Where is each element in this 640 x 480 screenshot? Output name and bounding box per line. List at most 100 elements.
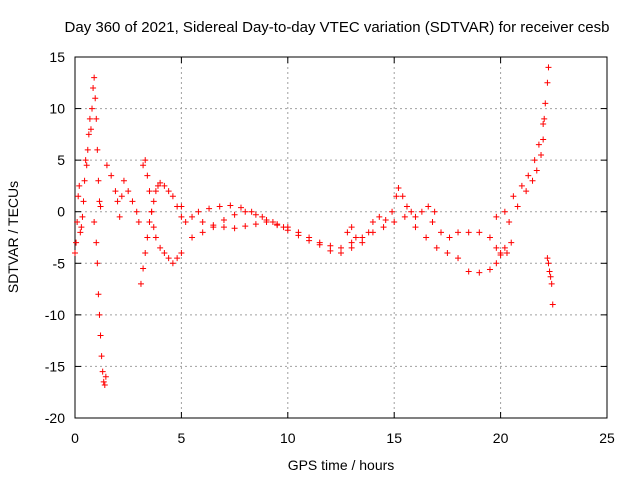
data-point <box>444 249 451 256</box>
data-point <box>418 208 425 215</box>
data-point <box>79 213 86 220</box>
data-point <box>216 203 223 210</box>
data-point <box>399 193 406 200</box>
data-point <box>429 219 436 226</box>
data-point <box>144 172 151 179</box>
series-valley-j <box>465 239 515 276</box>
data-point <box>76 182 83 189</box>
data-point <box>393 193 400 200</box>
data-point <box>544 255 551 262</box>
data-point <box>425 203 432 210</box>
data-point <box>493 213 500 220</box>
data-point <box>412 224 419 231</box>
data-point <box>206 205 213 212</box>
data-point <box>150 224 157 231</box>
series-bump-d <box>140 157 185 267</box>
data-point <box>210 224 217 231</box>
series-rise-l <box>506 115 548 226</box>
data-point <box>280 224 287 231</box>
data-point <box>544 79 551 86</box>
data-point <box>242 223 249 230</box>
data-point <box>72 249 78 256</box>
data-point <box>189 213 196 220</box>
data-point <box>446 234 453 241</box>
data-point <box>546 268 553 275</box>
data-point <box>189 234 196 241</box>
data-point <box>540 121 547 128</box>
data-point <box>199 229 206 236</box>
plot-frame <box>74 56 608 419</box>
data-point <box>389 208 396 215</box>
data-point <box>169 193 176 200</box>
data-point <box>274 222 281 229</box>
data-point <box>96 311 103 318</box>
data-point <box>80 198 87 205</box>
y-tick-label: 10 <box>49 101 65 117</box>
data-point <box>150 198 157 205</box>
data-point <box>493 244 500 251</box>
data-point <box>501 208 508 215</box>
data-point <box>146 188 153 195</box>
data-point <box>78 224 85 231</box>
grid <box>75 57 607 418</box>
data-point <box>348 244 355 251</box>
data-point <box>503 249 510 256</box>
data-point <box>529 177 536 184</box>
data-point <box>97 203 104 210</box>
series-early-cluster <box>103 162 142 226</box>
data-point <box>348 224 355 231</box>
x-tick-label: 0 <box>71 430 79 446</box>
data-point <box>94 260 101 267</box>
data-point <box>359 239 366 246</box>
data-point <box>269 219 276 226</box>
data-point <box>344 229 351 236</box>
data-point <box>87 126 94 133</box>
x-tick-label: 5 <box>178 430 186 446</box>
data-point <box>523 188 530 195</box>
data-point <box>501 244 508 251</box>
data-point <box>161 182 168 189</box>
data-point <box>545 64 552 71</box>
data-point <box>295 232 302 239</box>
data-point <box>114 198 121 205</box>
data-point <box>195 208 202 215</box>
data-point <box>547 273 554 280</box>
data-point <box>248 208 255 215</box>
data-point <box>242 208 249 215</box>
data-point <box>369 219 376 226</box>
data-point <box>237 204 244 211</box>
data-point <box>152 234 159 241</box>
data-point <box>178 203 185 210</box>
data-point <box>90 84 97 91</box>
data-point <box>140 265 147 272</box>
data-point <box>338 249 344 256</box>
series-arc-c <box>137 179 189 287</box>
series-rise-k <box>493 64 552 220</box>
chart-title: Day 360 of 2021, Sidereal Day-to-day VTE… <box>65 19 610 36</box>
data-point <box>465 229 472 236</box>
data-point <box>94 146 101 153</box>
data-point <box>359 234 366 241</box>
data-point <box>455 255 462 262</box>
data-point <box>142 157 149 164</box>
series-spike-b <box>91 219 109 388</box>
data-point <box>89 105 96 112</box>
data-point <box>146 219 153 226</box>
data-point <box>382 216 389 223</box>
x-tick-label: 25 <box>599 430 615 446</box>
data-point <box>161 249 168 256</box>
data-point <box>369 229 376 236</box>
data-point <box>84 146 91 153</box>
data-point <box>306 237 313 244</box>
data-point <box>497 249 504 256</box>
y-tick-label: -20 <box>45 410 65 426</box>
y-axis-label: SDTVAR / TECUs <box>5 181 21 293</box>
data-point <box>116 213 123 220</box>
series-track-e <box>178 203 355 251</box>
data-point <box>199 219 206 226</box>
data-point <box>99 368 106 375</box>
data-point <box>93 239 100 246</box>
y-tick-label: -10 <box>45 307 65 323</box>
data-point <box>133 208 140 215</box>
